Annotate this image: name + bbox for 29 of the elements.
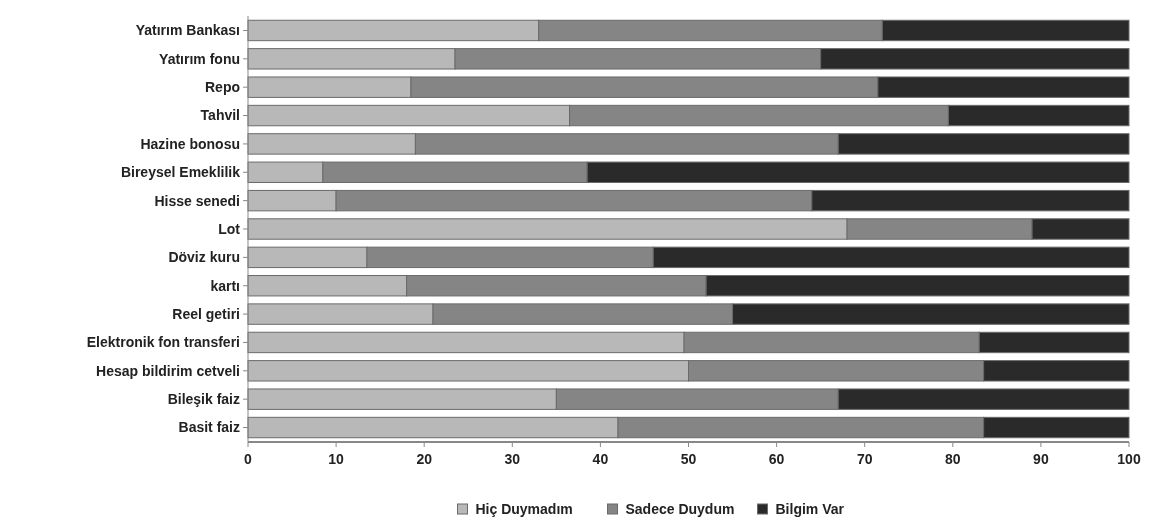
x-tick-label: 30 — [504, 451, 521, 467]
x-tick-label: 70 — [856, 451, 873, 467]
legend-label: Bilgim Var — [775, 500, 845, 517]
legend-label: Hiç Duymadım — [475, 500, 573, 517]
x-tick-label: 100 — [1117, 451, 1141, 467]
y-tick-label: Lot — [218, 220, 241, 237]
x-tick-label: 20 — [416, 451, 433, 467]
x-tick-label: 90 — [1033, 451, 1049, 467]
y-tick-label: Tahvil — [200, 107, 240, 124]
x-tick-label: 10 — [328, 451, 345, 467]
x-tick-label: 80 — [945, 451, 961, 467]
x-tick-label: 60 — [768, 451, 785, 467]
y-tick-label: Elektronik fon transferi — [86, 334, 240, 351]
y-tick-label: Reel getiri — [172, 305, 240, 322]
y-tick-label: Bileşik faiz — [167, 391, 240, 408]
y-tick-label: Yatırım fonu — [159, 50, 240, 67]
y-tick-label: Basit faiz — [178, 419, 240, 436]
y-tick-label: Bireysel Emeklilik — [120, 164, 241, 181]
x-tick-label: 0 — [244, 451, 253, 467]
y-tick-label: Hazine bonosu — [140, 135, 240, 152]
y-tick-label: Hisse senedi — [154, 192, 240, 209]
y-tick-label: kartı — [210, 277, 240, 294]
x-tick-label: 50 — [680, 451, 697, 467]
y-tick-label: Hesap bildirim cetveli — [96, 362, 240, 379]
y-tick-label: Repo — [205, 79, 240, 96]
legend-label: Sadece Duydum — [625, 500, 735, 517]
y-tick-label: Döviz kuru — [168, 249, 240, 266]
x-tick-label: 40 — [592, 451, 609, 467]
y-tick-label: Yatırım Bankası — [135, 22, 240, 39]
